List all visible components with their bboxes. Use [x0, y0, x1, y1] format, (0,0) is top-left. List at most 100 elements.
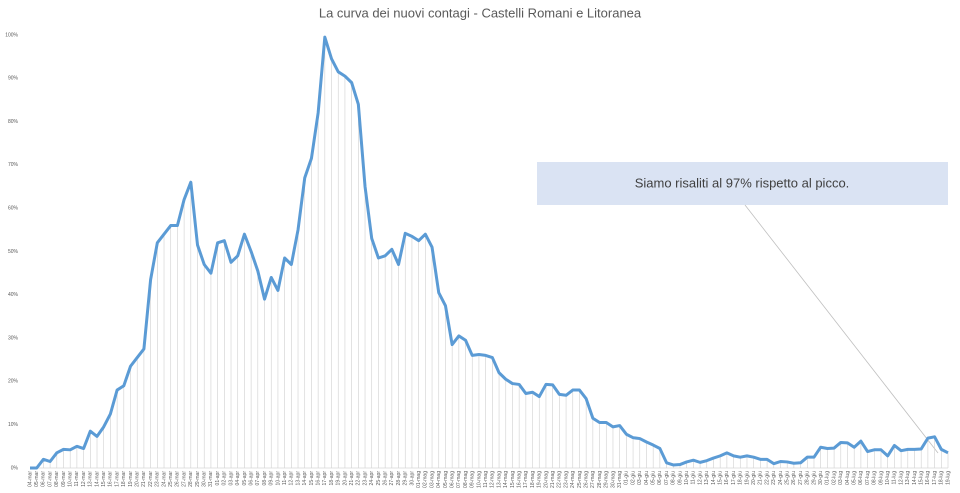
- x-tick-label: 28-apr: [396, 471, 402, 486]
- x-tick-label: 18-mar: [121, 471, 127, 487]
- x-tick-label: 28-mag: [597, 471, 603, 488]
- x-tick-label: 02-lug: [831, 471, 837, 485]
- x-tick-label: 20-giu: [751, 471, 757, 485]
- x-tick-label: 01-lug: [825, 471, 831, 485]
- x-tick-label: 17-giu: [731, 471, 737, 485]
- x-tick-label: 15-apr: [309, 471, 315, 486]
- x-tick-label: 30-mag: [610, 471, 616, 488]
- x-tick-label: 03-lug: [838, 471, 844, 485]
- x-tick-label: 31-mar: [208, 471, 214, 487]
- x-tick-label: 13-apr: [295, 471, 301, 486]
- x-tick-label: 10-giu: [684, 471, 690, 485]
- x-tick-label: 13-lug: [905, 471, 911, 485]
- y-tick-label: 90%: [8, 76, 19, 82]
- x-tick-label: 12-mar: [81, 471, 87, 487]
- y-tick-label: 60%: [8, 206, 19, 212]
- x-tick-label: 29-mar: [195, 471, 201, 487]
- x-tick-label: 10-mar: [68, 471, 74, 487]
- x-tick-label: 30-mar: [202, 471, 208, 487]
- x-tick-label: 08-giu: [671, 471, 677, 485]
- x-tick-label: 11-mag: [483, 471, 489, 488]
- x-tick-label: 20-mag: [543, 471, 549, 488]
- x-tick-label: 22-mag: [557, 471, 563, 488]
- x-tick-label: 18-giu: [738, 471, 744, 485]
- x-tick-label: 25-mar: [168, 471, 174, 487]
- x-tick-label: 11-lug: [892, 471, 898, 485]
- x-tick-label: 08-apr: [262, 471, 268, 486]
- x-tick-label: 07-giu: [664, 471, 670, 485]
- x-tick-label: 11-giu: [691, 471, 697, 485]
- x-tick-label: 21-apr: [349, 471, 355, 486]
- x-tick-label: 04-apr: [235, 471, 241, 486]
- x-tick-label: 04-lug: [845, 471, 851, 485]
- x-tick-label: 16-lug: [925, 471, 931, 485]
- x-tick-label: 19-apr: [336, 471, 342, 486]
- x-tick-label: 17-mag: [523, 471, 529, 488]
- x-tick-label: 10-mag: [476, 471, 482, 488]
- x-tick-label: 24-apr: [369, 471, 375, 486]
- x-tick-label: 29-giu: [811, 471, 817, 485]
- x-tick-label: 12-apr: [289, 471, 295, 486]
- x-tick-label: 28-mar: [188, 471, 194, 487]
- x-tick-label: 23-giu: [771, 471, 777, 485]
- x-tick-label: 25-mag: [577, 471, 583, 488]
- x-tick-label: 09-apr: [269, 471, 275, 486]
- x-tick-label: 19-lug: [945, 471, 951, 485]
- x-tick-label: 08-mag: [463, 471, 469, 488]
- y-tick-label: 50%: [8, 249, 19, 255]
- x-tick-label: 22-apr: [356, 471, 362, 486]
- x-tick-label: 16-giu: [724, 471, 730, 485]
- x-tick-label: 18-mag: [530, 471, 536, 488]
- y-tick-label: 10%: [8, 422, 19, 428]
- x-tick-label: 07-mag: [456, 471, 462, 488]
- x-tick-label: 12-mag: [490, 471, 496, 488]
- x-tick-label: 19-giu: [744, 471, 750, 485]
- x-tick-label: 10-lug: [885, 471, 891, 485]
- x-tick-label: 14-lug: [912, 471, 918, 485]
- x-tick-label: 23-apr: [362, 471, 368, 486]
- x-tick-label: 14-apr: [302, 471, 308, 486]
- x-tick-label: 06-mar: [41, 471, 47, 487]
- x-tick-label: 30-giu: [818, 471, 824, 485]
- x-tick-label: 06-mag: [449, 471, 455, 488]
- x-tick-label: 18-lug: [939, 471, 945, 485]
- x-tick-label: 27-mar: [181, 471, 187, 487]
- x-tick-label: 14-mag: [503, 471, 509, 488]
- x-tick-label: 26-giu: [791, 471, 797, 485]
- x-tick-label: 21-giu: [758, 471, 764, 485]
- x-tick-label: 02-giu: [630, 471, 636, 485]
- x-tick-label: 15-mag: [510, 471, 516, 488]
- x-tick-label: 09-mag: [470, 471, 476, 488]
- x-tick-label: 06-apr: [248, 471, 254, 486]
- x-tick-label: 05-lug: [852, 471, 858, 485]
- x-tick-label: 06-giu: [657, 471, 663, 485]
- y-tick-label: 70%: [8, 162, 19, 168]
- x-tick-label: 03-apr: [228, 471, 234, 486]
- x-tick-label: 01-apr: [215, 471, 221, 486]
- x-tick-label: 08-mar: [54, 471, 60, 487]
- x-tick-label: 27-giu: [798, 471, 804, 485]
- x-tick-label: 24-giu: [778, 471, 784, 485]
- y-tick-label: 0%: [11, 465, 19, 471]
- x-tick-label: 05-mar: [34, 471, 40, 487]
- x-tick-label: 17-lug: [932, 471, 938, 485]
- x-tick-label: 22-mar: [148, 471, 154, 487]
- y-tick-label: 100%: [5, 32, 18, 38]
- x-tick-label: 04-giu: [644, 471, 650, 485]
- chart-title: La curva dei nuovi contagi - Castelli Ro…: [319, 5, 642, 20]
- x-tick-label: 30-apr: [409, 471, 415, 486]
- x-tick-label: 03-giu: [637, 471, 643, 485]
- y-tick-label: 80%: [8, 119, 19, 125]
- x-tick-label: 05-mag: [443, 471, 449, 488]
- x-tick-label: 13-giu: [704, 471, 710, 485]
- x-tick-label: 07-mar: [47, 471, 53, 487]
- x-tick-label: 01-giu: [624, 471, 630, 485]
- x-tick-label: 15-lug: [919, 471, 925, 485]
- x-tick-label: 17-mar: [114, 471, 120, 487]
- x-tick-label: 22-giu: [764, 471, 770, 485]
- x-tick-label: 08-lug: [872, 471, 878, 485]
- x-tick-label: 24-mar: [161, 471, 167, 487]
- x-tick-label: 21-mar: [141, 471, 147, 487]
- x-tick-label: 25-giu: [785, 471, 791, 485]
- x-tick-label: 11-apr: [282, 471, 288, 485]
